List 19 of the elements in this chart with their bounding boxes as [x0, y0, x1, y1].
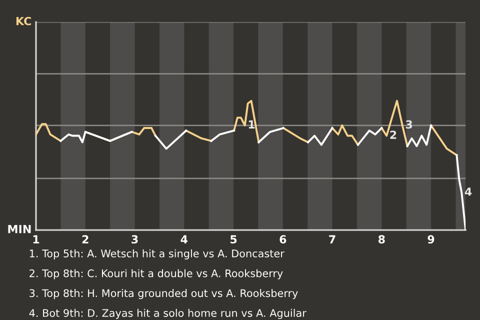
text: 2. Top 8th: C. Kouri hit a double vs A. Rooksberry	[30, 269, 283, 280]
x-tick-label: 4	[180, 235, 188, 244]
text: 4. Bot 9th: D. Zayas hit a solo home run vs A. Aguilar	[29, 308, 306, 319]
text: 1. Top 5th: A. Wetsch hit a single vs A. Doncaster	[30, 249, 284, 260]
annotation: 3	[406, 120, 412, 129]
text: MIN	[8, 225, 31, 234]
text: 3. Top 8th: H. Morita grounded out vs A. Rooksberry	[30, 289, 298, 300]
x-tick-label: 2	[82, 235, 88, 244]
annotation: 2	[390, 130, 396, 139]
text: KC	[16, 16, 31, 26]
x-tick-label: 6	[280, 235, 286, 244]
annotation: 4	[464, 188, 472, 196]
x-tick-label: 3	[132, 235, 138, 244]
x-tick-label: 5	[230, 235, 237, 244]
annotation: 1	[248, 120, 255, 128]
x-tick-label: 1	[33, 235, 40, 244]
x-tick-label: 9	[428, 235, 434, 244]
x-tick-label: 7	[329, 235, 336, 244]
x-tick-label: 8	[378, 235, 385, 244]
